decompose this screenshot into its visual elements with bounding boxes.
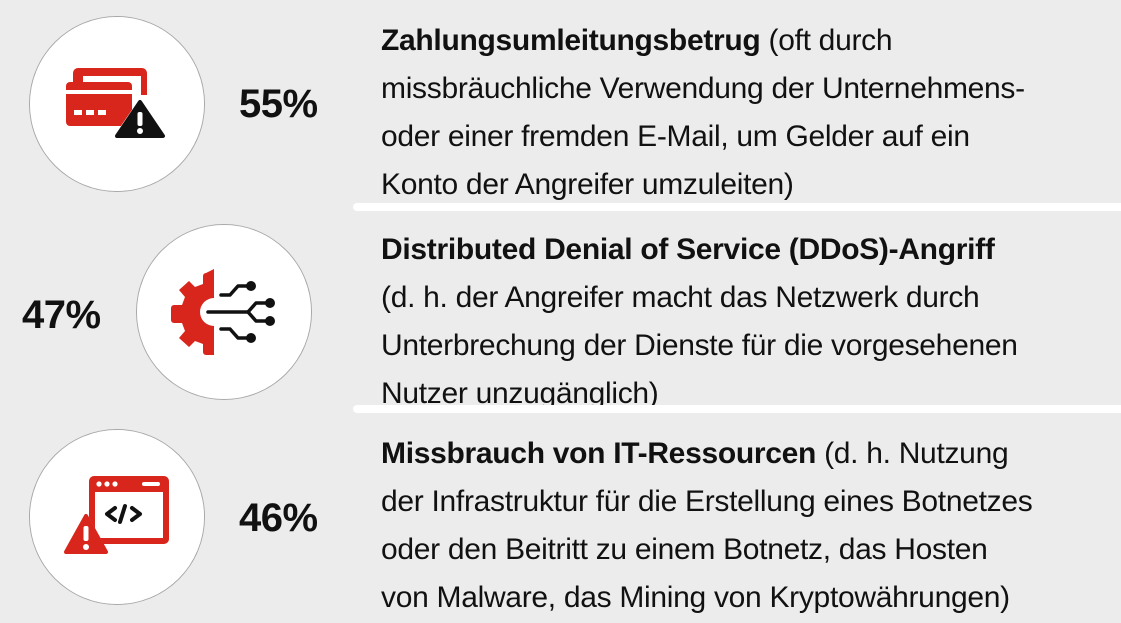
percent-value: 46% [239, 496, 318, 540]
percent-value: 55% [239, 82, 318, 126]
stat-item-it-resource-abuse: 46% Missbrauch von IT-Ressourcen (d. h. … [0, 413, 1121, 623]
item-description: Missbrauch von IT-Ressourcen (d. h. Nutz… [381, 437, 1033, 614]
gear-network-icon [171, 269, 275, 355]
stat-item-ddos: 47% Distributed Denial of Service (DDoS)… [0, 211, 1121, 410]
icon-circle [30, 17, 204, 191]
divider [353, 405, 1121, 413]
item-description: Distributed Denial of Service (DDoS)-Ang… [381, 233, 1018, 410]
icon-circle [30, 430, 204, 604]
divider [353, 203, 1121, 211]
item-title: Distributed Denial of Service (DDoS)-Ang… [381, 233, 995, 266]
item-title: Zahlungsumleitungsbetrug [381, 24, 761, 57]
item-title: Missbrauch von IT-Ressourcen [381, 437, 817, 470]
icon-circle [137, 225, 311, 399]
percent-value: 47% [22, 293, 101, 337]
item-description: Zahlungsumleitungsbetrug (oft durch miss… [381, 24, 1025, 201]
browser-code-warning-icon [63, 476, 169, 556]
stat-item-payment-fraud: 55% Zahlungsumleitungsbetrug (oft durch … [0, 0, 1121, 205]
credit-card-warning-icon [66, 68, 167, 140]
